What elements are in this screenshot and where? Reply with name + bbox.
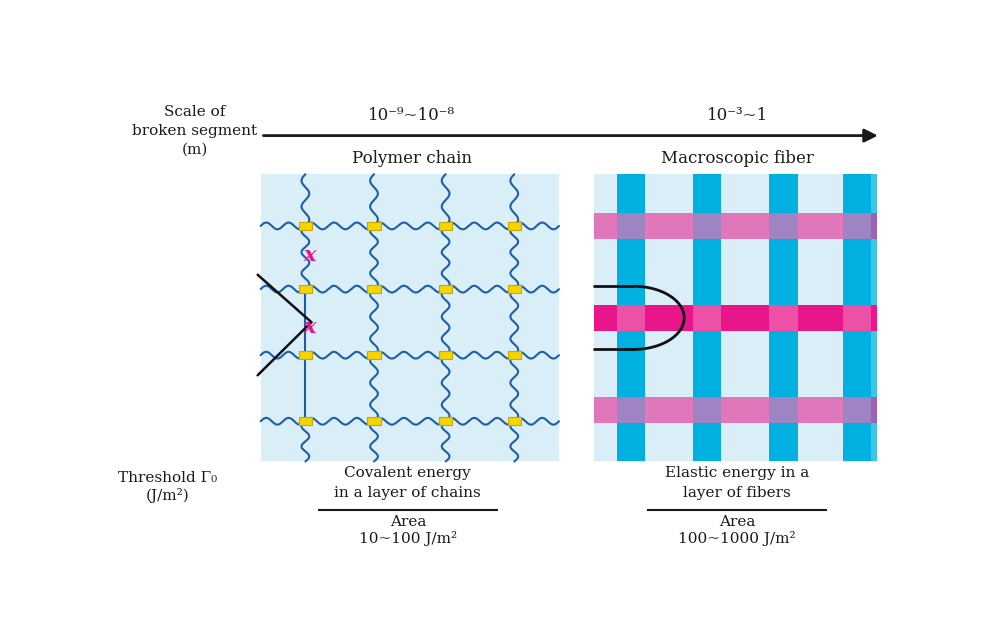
Bar	[843, 213, 871, 239]
Bar	[769, 305, 798, 331]
Text: x: x	[303, 317, 316, 337]
Bar	[769, 174, 798, 461]
Bar	[299, 285, 312, 293]
Bar	[508, 285, 521, 293]
Text: Area: Area	[390, 515, 426, 529]
Bar	[367, 285, 381, 293]
Bar	[508, 417, 521, 425]
Bar	[693, 305, 721, 331]
Bar	[693, 174, 721, 461]
Text: (J/m²): (J/m²)	[146, 488, 190, 503]
Bar	[439, 351, 452, 359]
Bar	[617, 397, 645, 423]
Text: 10~100 J/m²: 10~100 J/m²	[359, 531, 457, 546]
Bar	[617, 174, 645, 461]
Bar	[617, 305, 645, 331]
Bar	[693, 397, 721, 423]
Bar	[439, 417, 452, 425]
Bar	[508, 222, 521, 230]
Text: 10⁻⁹~10⁻⁸: 10⁻⁹~10⁻⁸	[368, 107, 455, 124]
Bar	[439, 222, 452, 230]
Text: x: x	[303, 245, 316, 265]
Bar	[594, 174, 877, 461]
Bar	[261, 174, 559, 461]
Text: Covalent energy
in a layer of chains: Covalent energy in a layer of chains	[334, 466, 481, 500]
Bar	[367, 222, 381, 230]
Bar	[693, 213, 721, 239]
Bar	[299, 222, 312, 230]
Text: Macroscopic fiber: Macroscopic fiber	[661, 150, 814, 167]
Text: Area: Area	[719, 515, 755, 529]
Bar	[868, 174, 877, 461]
Bar	[843, 397, 871, 423]
Bar	[843, 174, 871, 461]
Bar	[367, 417, 381, 425]
Bar	[367, 351, 381, 359]
Bar	[299, 417, 312, 425]
Bar	[617, 213, 645, 239]
Text: Threshold Γ₀: Threshold Γ₀	[118, 472, 217, 485]
Text: Elastic energy in a
layer of fibers: Elastic energy in a layer of fibers	[665, 466, 809, 500]
Bar	[769, 397, 798, 423]
Bar	[769, 213, 798, 239]
Text: Scale of
broken segment
(m): Scale of broken segment (m)	[132, 105, 257, 156]
Bar	[594, 305, 877, 331]
Text: 10⁻³~1: 10⁻³~1	[707, 107, 768, 124]
Bar	[439, 285, 452, 293]
Bar	[594, 213, 877, 239]
Bar	[594, 397, 877, 423]
Bar	[508, 351, 521, 359]
Bar	[843, 305, 871, 331]
Text: 100~1000 J/m²: 100~1000 J/m²	[678, 531, 796, 546]
Text: Polymer chain: Polymer chain	[352, 150, 472, 167]
Bar	[299, 351, 312, 359]
